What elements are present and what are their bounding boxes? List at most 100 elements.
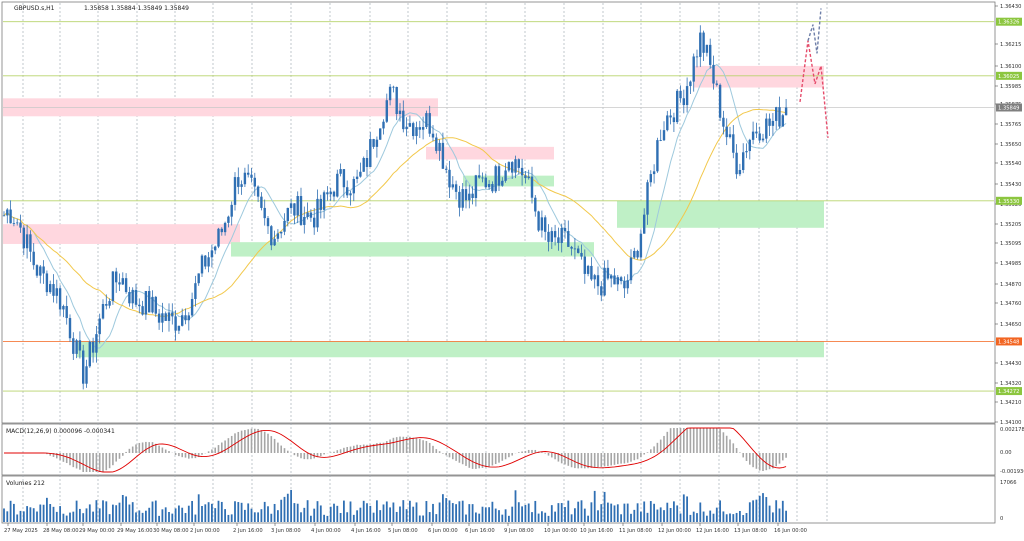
candle-body — [511, 162, 514, 173]
candle-body — [517, 159, 520, 168]
volumes-label: Volumes 212 — [6, 480, 45, 487]
candle-body — [346, 187, 349, 196]
candle-body — [253, 177, 256, 187]
candle-body — [431, 133, 435, 138]
candle-body — [161, 313, 164, 323]
candle-body — [95, 334, 98, 353]
candle-body — [276, 233, 280, 239]
candle-body — [289, 203, 293, 208]
candle-body — [164, 313, 167, 321]
volume-pane-frame — [1, 475, 996, 524]
candle-body — [32, 251, 35, 266]
candle-body — [339, 169, 342, 174]
time-tick-label: 9 Jun 08:00 — [504, 528, 534, 534]
candle-body — [593, 275, 596, 280]
candle-body — [613, 275, 616, 285]
time-tick-label: 13 Jun 08:00 — [734, 528, 767, 534]
candle-body — [210, 250, 214, 258]
candle-body — [557, 237, 560, 243]
candle-body — [600, 286, 603, 296]
price-tick-label: 1.35985 — [1000, 84, 1021, 90]
candle-body — [451, 184, 454, 188]
candle-body — [435, 137, 438, 151]
chart-header-ohlc: 1.35858 1.35884 1.35849 1.35849 — [84, 5, 189, 12]
price-tick-label: 1.34985 — [1000, 261, 1021, 267]
candle-body — [540, 217, 544, 231]
candle-body — [596, 275, 600, 287]
forecast-bullish-path — [807, 8, 822, 54]
macd-label: MACD(12,26,9) 0.000096 -0.000341 — [6, 428, 115, 435]
candle-body — [560, 227, 563, 243]
candle-body — [504, 170, 507, 181]
candle-body — [190, 298, 194, 316]
candle-body — [365, 157, 369, 167]
price-tick-label: 1.34210 — [1000, 400, 1021, 406]
forecast-layer — [799, 8, 829, 138]
candle-body — [748, 139, 751, 152]
candle-body — [91, 341, 95, 353]
candle-body — [233, 177, 237, 205]
candle-body — [715, 83, 718, 85]
candle-body — [573, 248, 577, 250]
candle-body — [682, 98, 685, 106]
candle-body — [530, 176, 534, 198]
candle-body — [751, 131, 755, 140]
candle-body — [174, 316, 177, 331]
candle-body — [534, 197, 537, 212]
candle-body — [177, 325, 181, 331]
ma-slow-line — [3, 109, 787, 317]
candle-body — [58, 288, 62, 310]
candle-body — [220, 228, 223, 233]
candle-body — [154, 296, 157, 314]
candle-body — [428, 113, 431, 134]
candle-body — [745, 151, 748, 153]
resistance-zone — [3, 224, 240, 244]
candle-body — [481, 177, 484, 179]
candle-body — [590, 265, 593, 280]
volume-axis-label: 17066 — [1000, 480, 1017, 486]
candle-body — [352, 178, 355, 194]
candle-body — [616, 277, 619, 285]
price-label-box — [996, 71, 1022, 80]
chart-header-symbol: GBPUSD.s,H1 — [14, 5, 55, 12]
time-tick-label: 6 Jun 16:00 — [465, 528, 495, 534]
candle-body — [286, 207, 289, 222]
candle-body — [722, 117, 725, 127]
candle-body — [570, 246, 573, 249]
candle-body — [336, 173, 339, 197]
candle-body — [355, 176, 359, 179]
price-tick-label: 1.35205 — [1000, 222, 1021, 228]
time-tick-label: 12 Jun 00:00 — [658, 528, 691, 534]
candle-body — [646, 182, 649, 215]
candle-body — [454, 184, 458, 192]
candle-body — [520, 167, 524, 176]
candle-body — [197, 273, 200, 284]
candle-body — [108, 301, 111, 306]
price-label-box — [996, 387, 1022, 396]
candle-body — [474, 175, 478, 199]
candle-body — [6, 209, 9, 216]
candle-body — [223, 222, 227, 233]
candle-body — [187, 315, 190, 321]
candle-body — [629, 257, 633, 281]
price-tick-label: 1.36430 — [1000, 4, 1021, 10]
candle-body — [128, 292, 131, 304]
candle-body — [111, 271, 115, 302]
candle-body — [299, 196, 303, 225]
candle-body — [448, 169, 451, 188]
candle-body — [35, 265, 39, 276]
candle-body — [781, 115, 784, 127]
candle-body — [514, 159, 517, 173]
candle-body — [643, 214, 646, 234]
macd-layer — [4, 427, 787, 473]
macd-pane-frame — [1, 423, 996, 476]
candle-body — [22, 227, 25, 249]
volume-layer — [3, 489, 787, 522]
candle-body — [263, 207, 266, 219]
candle-body — [388, 86, 392, 101]
candle-body — [689, 81, 692, 87]
candle-body — [138, 304, 141, 307]
